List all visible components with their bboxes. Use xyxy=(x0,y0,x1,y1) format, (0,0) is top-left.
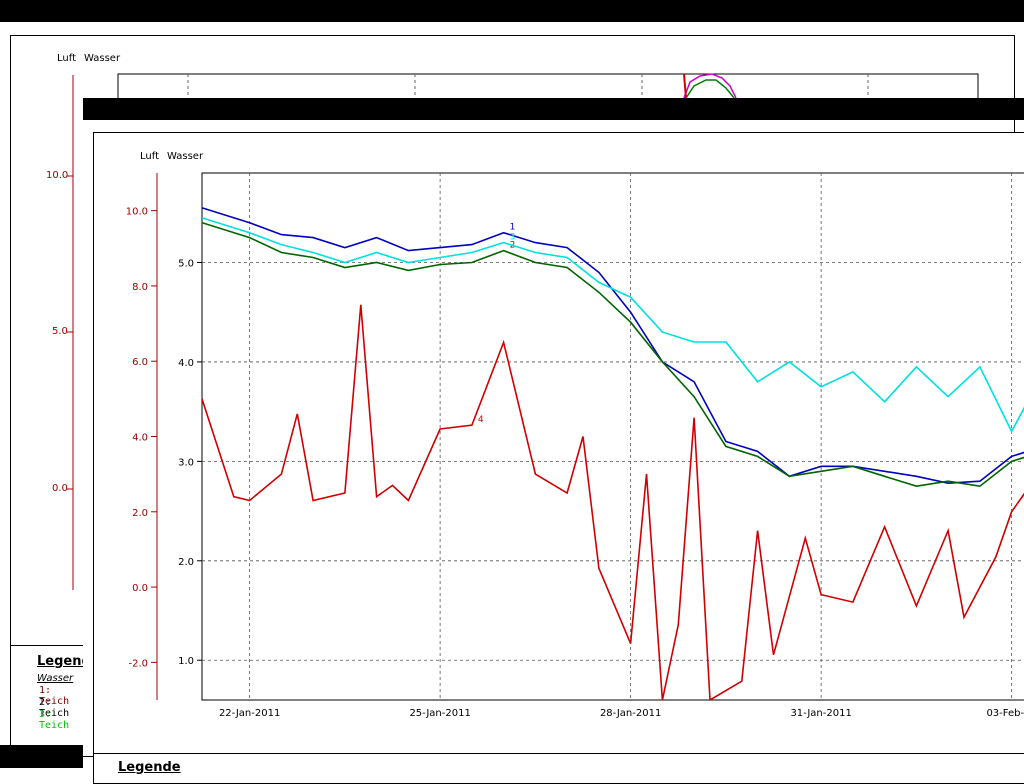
series-line-3 xyxy=(202,216,1024,434)
wasser-axis-label: Wasser xyxy=(167,151,204,162)
series-line-1 xyxy=(202,206,1024,485)
x-tick-label: 03-Feb-20 xyxy=(986,708,1024,719)
front-window-titlebar[interactable] xyxy=(83,98,1024,120)
back-legend-item-1: 1: Teich xyxy=(39,685,70,707)
x-tick-label: 28-Jan-2011 xyxy=(600,708,661,719)
main-chart-svg: 22-Jan-2011 25-Jan-2011 28-Jan-2011 31-Jan-… xyxy=(126,172,1024,719)
back-legend-title: Legend xyxy=(37,654,83,669)
wasser-tick-label: 2.0 xyxy=(178,557,194,568)
back-series-fragment xyxy=(683,73,687,99)
luft-tick-label: 6.0 xyxy=(132,357,148,368)
series-line-4 xyxy=(202,304,1024,700)
luft-tick-label: 10.0 xyxy=(126,207,148,218)
back-legend-item-3: 3: Teich xyxy=(39,709,70,731)
series-label-3: 3 xyxy=(510,233,516,243)
luft-tick-label: 4.0 xyxy=(132,433,148,444)
back-legend-subtitle: Wasser xyxy=(37,673,74,684)
back-luft-tick: 5.0 xyxy=(52,326,68,337)
back-luft-tick: 10.0 xyxy=(46,170,69,181)
luft-axis-label: Luft xyxy=(140,151,159,162)
legend-divider xyxy=(94,753,1024,754)
luft-tick-label: 8.0 xyxy=(132,282,148,293)
wasser-tick-label: 4.0 xyxy=(178,358,194,369)
top-bar xyxy=(0,0,1024,22)
back-legend-item-2: 2: Teich xyxy=(39,697,70,719)
back-luft-tick: 0.0 xyxy=(52,483,68,494)
back-series-fragment xyxy=(683,73,737,99)
wasser-tick-label: 3.0 xyxy=(178,457,194,468)
bottom-left-bar xyxy=(0,745,83,768)
luft-tick-label: 2.0 xyxy=(132,508,148,519)
x-tick-label: 31-Jan-2011 xyxy=(790,708,851,719)
x-tick-label: 22-Jan-2011 xyxy=(219,708,280,719)
plot-area xyxy=(201,172,1024,701)
back-wasser-axis-label: Wasser xyxy=(84,53,121,64)
wasser-tick-label: 1.0 xyxy=(178,656,194,667)
back-series-fragment xyxy=(685,79,735,99)
series-line-2 xyxy=(202,221,1024,488)
wasser-tick-label: 5.0 xyxy=(178,258,194,269)
back-luft-axis-label: Luft xyxy=(57,53,76,64)
luft-tick-label: -2.0 xyxy=(128,658,148,669)
x-tick-label: 25-Jan-2011 xyxy=(409,708,470,719)
series-label-4: 4 xyxy=(478,415,484,425)
luft-tick-label: 0.0 xyxy=(132,583,148,594)
back-legend: Legend Wasser 1: Teich 2: Teich 3: Teich xyxy=(10,645,83,747)
series-label-1: 1 xyxy=(510,223,516,233)
